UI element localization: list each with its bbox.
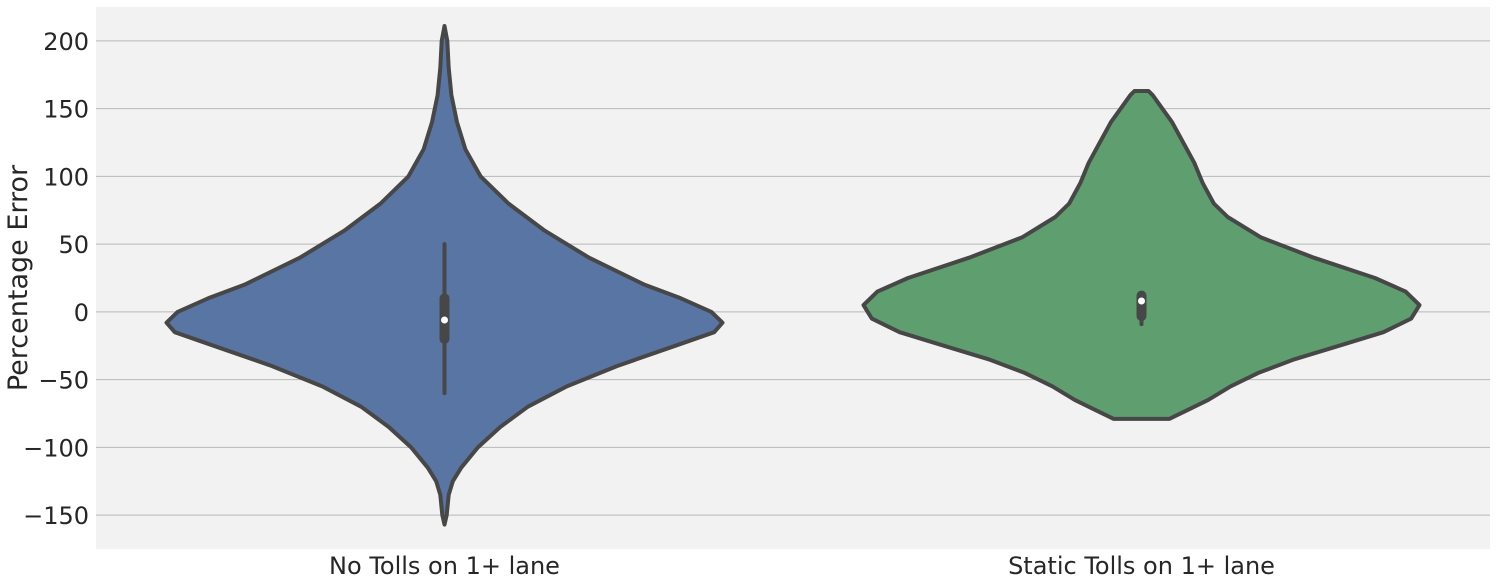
y-axis-label: Percentage Error xyxy=(3,164,34,391)
violin-median-point xyxy=(1138,297,1145,305)
y-tick-label: 0 xyxy=(74,299,89,327)
y-tick-label: 200 xyxy=(43,28,89,56)
y-tick-label: 50 xyxy=(58,231,89,259)
x-tick-label: Static Tolls on 1+ lane xyxy=(1008,552,1275,580)
y-tick-label: 150 xyxy=(43,96,89,124)
y-tick-labels: −150 −100 −50 0 50 100 150 200 xyxy=(23,28,89,530)
y-tick-label: 100 xyxy=(43,163,89,191)
x-tick-label: No Tolls on 1+ lane xyxy=(329,552,560,580)
violin-body xyxy=(861,89,1422,421)
violins xyxy=(164,24,1422,527)
violin-median-point xyxy=(441,316,448,324)
y-tick-label: −100 xyxy=(23,434,89,462)
y-tick-label: −50 xyxy=(38,367,89,395)
y-tick-label: −150 xyxy=(23,502,89,530)
x-tick-labels: No Tolls on 1+ lane Static Tolls on 1+ la… xyxy=(329,552,1275,580)
